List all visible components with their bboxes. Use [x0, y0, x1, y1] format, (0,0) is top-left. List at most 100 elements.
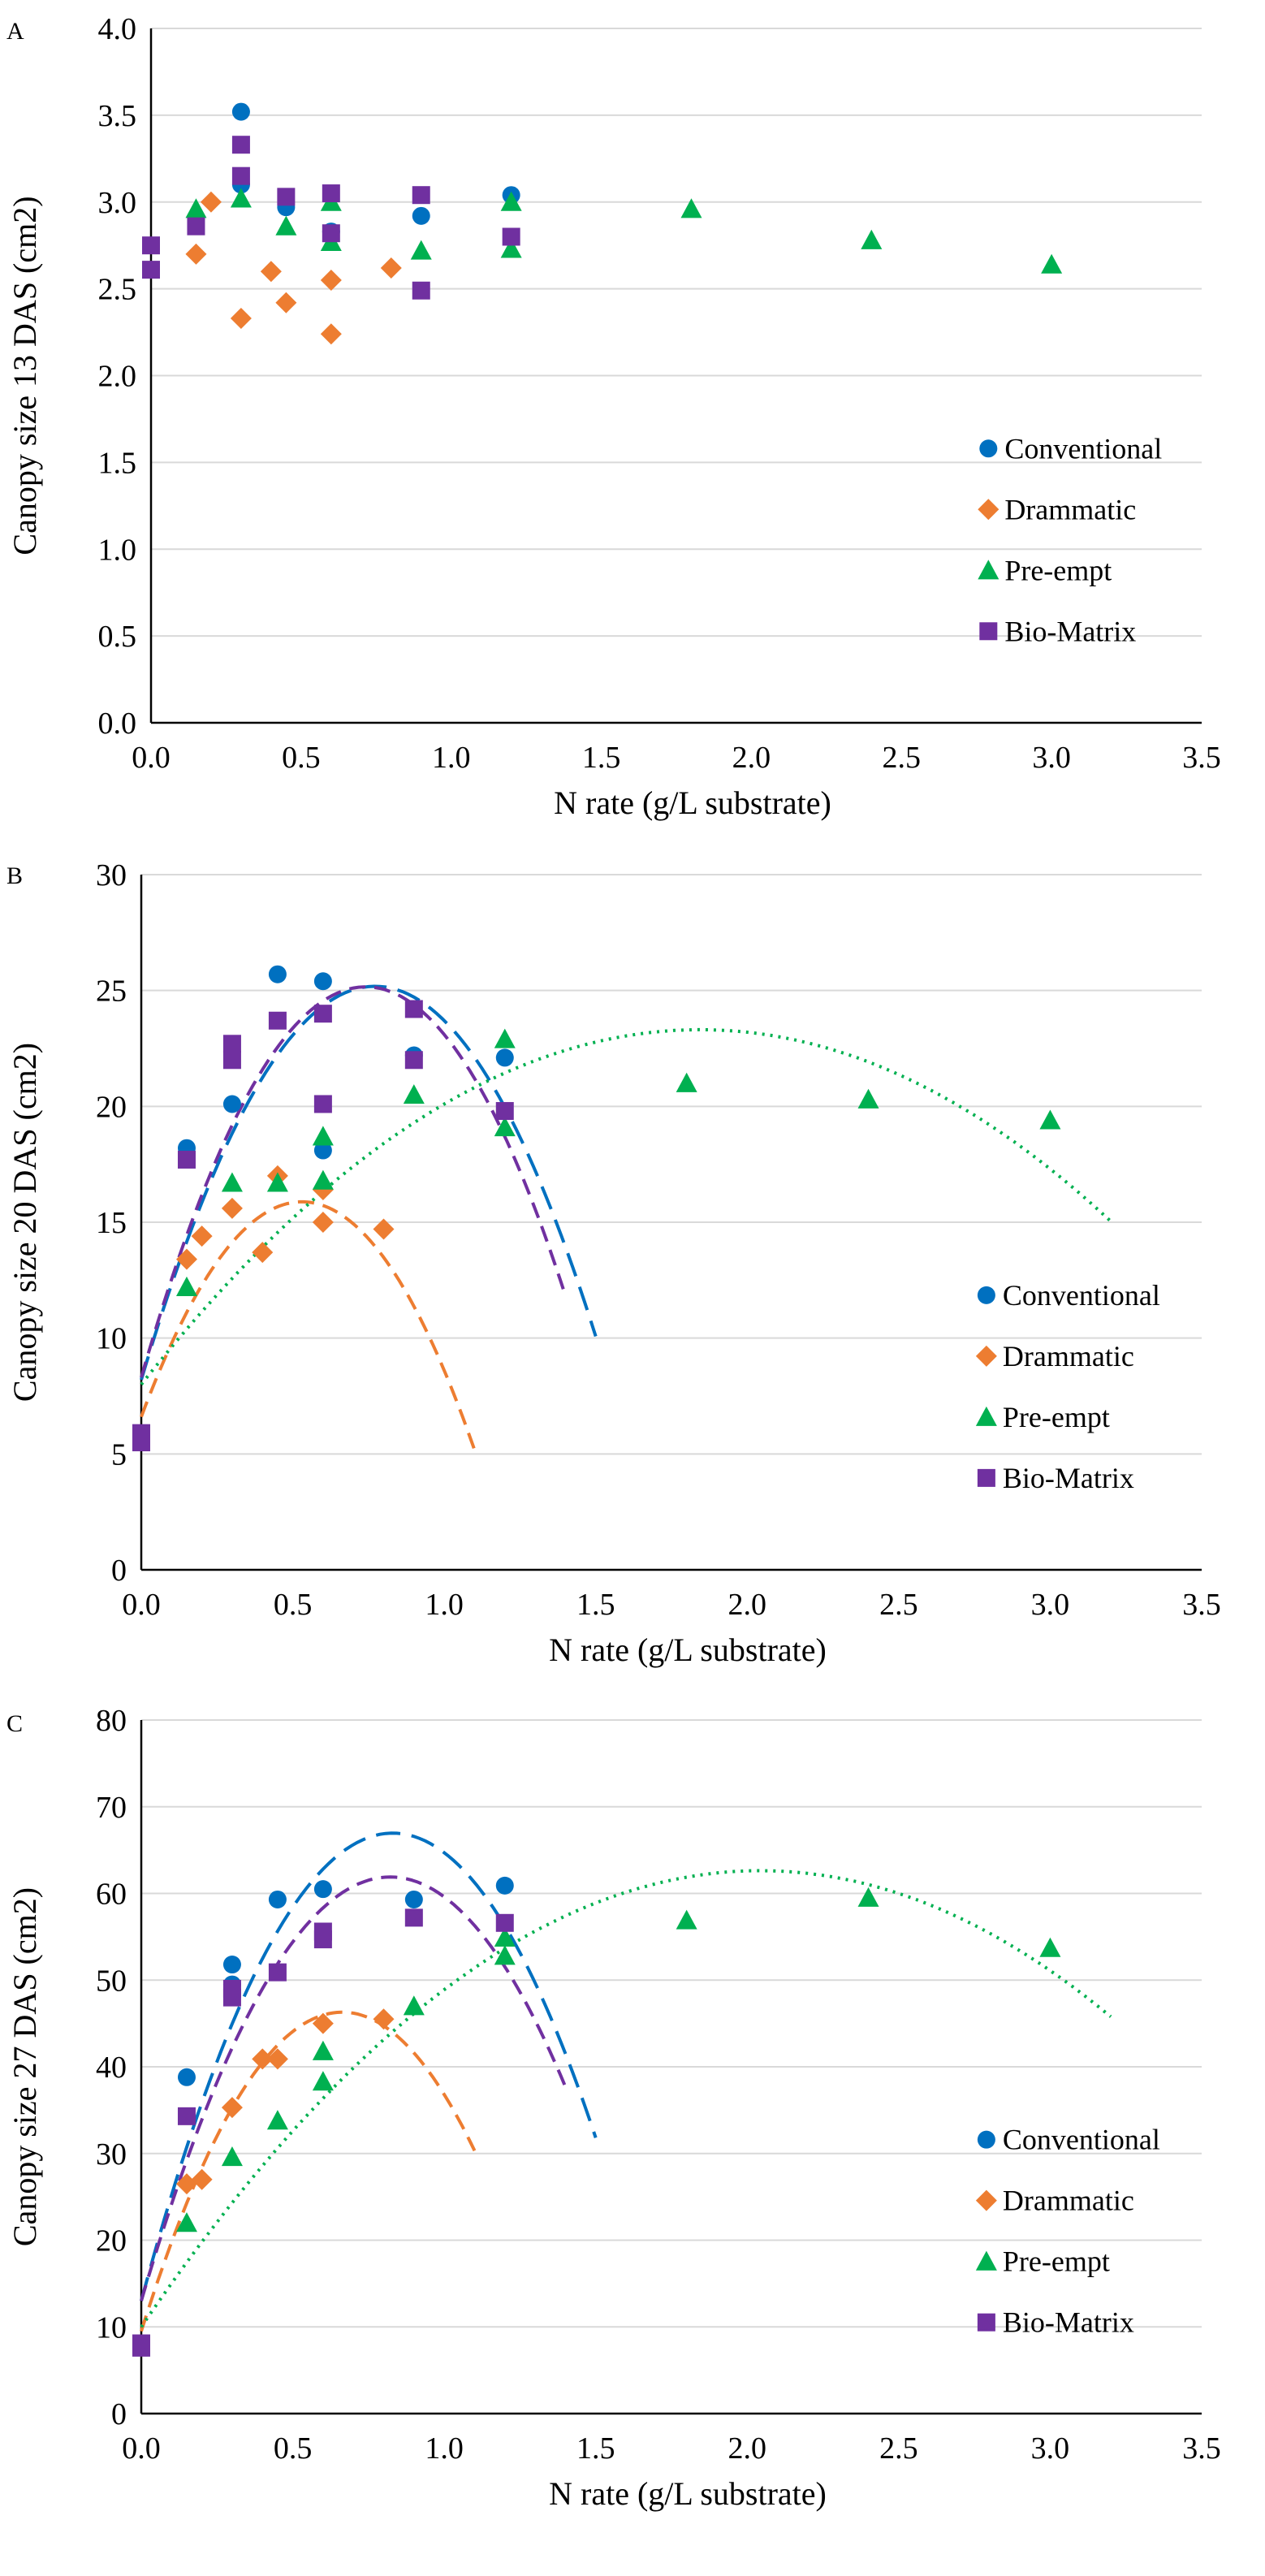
x-tick-label: 3.0: [1031, 2431, 1070, 2466]
x-tick-label: 1.5: [576, 2431, 615, 2466]
data-point-drammatic: [221, 2097, 243, 2119]
data-point-conventional: [495, 1048, 514, 1067]
data-point-bio-matrix: [231, 166, 250, 185]
y-axis-title: Canopy size 27 DAS (cm2): [6, 1887, 43, 2246]
legend-item[interactable]: Bio-Matrix: [977, 2306, 1134, 2339]
data-point-pre-empt: [312, 1126, 334, 1146]
data-point-bio-matrix: [404, 1051, 423, 1070]
legend-label: Conventional: [1004, 432, 1162, 465]
y-tick-label: 80: [96, 1704, 127, 1738]
data-point-conventional: [495, 1876, 514, 1895]
data-point-bio-matrix: [322, 224, 340, 243]
y-tick-label: 70: [96, 1791, 127, 1825]
panel-a: A 0.0 0.5 1.0 1.5 2.0 2.5 3.0 3.5 4.0 0.0 0.5 1.0 1.5…: [6, 12, 1221, 821]
data-point-bio-matrix: [313, 1095, 332, 1113]
x-tick-label: 3.0: [1031, 1588, 1070, 1622]
legend-item[interactable]: Drammatic: [978, 493, 1136, 525]
data-point-pre-empt: [230, 188, 252, 208]
y-tick-label: 5: [111, 1437, 127, 1472]
x-tick-label: 2.5: [879, 1588, 918, 1622]
data-point-pre-empt: [410, 240, 432, 260]
data-point-pre-empt: [494, 1028, 516, 1048]
legend-marker: [979, 622, 998, 641]
data-point-pre-empt: [1039, 1109, 1061, 1130]
legend-item[interactable]: Drammatic: [975, 1340, 1134, 1372]
data-point-pre-empt: [266, 1172, 288, 1192]
legend-item[interactable]: Pre-empt: [978, 554, 1112, 586]
y-tick-label: 50: [96, 1964, 127, 1998]
data-point-drammatic: [373, 1218, 395, 1240]
y-tick-label: 10: [96, 2310, 127, 2345]
data-point-bio-matrix: [404, 1000, 423, 1018]
data-point-bio-matrix: [177, 1150, 196, 1169]
data-point-drammatic: [191, 2168, 213, 2190]
data-point-bio-matrix: [495, 1102, 514, 1121]
y-tick-label: 1.5: [98, 446, 137, 480]
y-tick-label: 0.0: [98, 707, 137, 741]
data-point-drammatic: [380, 257, 402, 279]
data-point-bio-matrix: [268, 1963, 287, 1982]
data-point-conventional: [177, 2068, 196, 2086]
data-point-conventional: [222, 1095, 241, 1113]
x-tick-label: 3.5: [1182, 1588, 1221, 1622]
data-point-conventional: [268, 965, 287, 983]
legend-label: Drammatic: [1003, 1340, 1134, 1372]
data-point-bio-matrix: [322, 184, 340, 203]
data-point-pre-empt: [221, 1172, 243, 1192]
legend-marker: [975, 1406, 997, 1426]
legend-item[interactable]: Conventional: [977, 1279, 1160, 1312]
legend-item[interactable]: Bio-Matrix: [979, 615, 1136, 647]
data-point-pre-empt: [676, 1072, 697, 1092]
x-axis-title: N rate (g/L substrate): [554, 784, 831, 821]
data-point-drammatic: [260, 261, 282, 283]
x-tick-label: 1.0: [425, 1588, 464, 1622]
fit-curve-drammatic: [140, 2010, 477, 2332]
x-tick-label: 1.5: [582, 741, 621, 775]
data-point-bio-matrix: [277, 188, 296, 206]
legend-marker: [975, 2189, 997, 2211]
data-point-drammatic: [252, 1242, 274, 1264]
legend-item[interactable]: Bio-Matrix: [977, 1462, 1134, 1494]
data-point-conventional: [412, 206, 430, 225]
legend-label: Pre-empt: [1004, 554, 1112, 586]
legend-label: Conventional: [1003, 2124, 1160, 2156]
data-point-bio-matrix: [187, 217, 205, 236]
data-point-drammatic: [320, 323, 342, 345]
data-point-bio-matrix: [142, 261, 160, 279]
legend-item[interactable]: Pre-empt: [975, 1401, 1110, 1433]
data-point-drammatic: [320, 269, 342, 291]
legend-label: Pre-empt: [1003, 1401, 1110, 1433]
x-tick-label: 0.5: [274, 1588, 313, 1622]
data-point-bio-matrix: [404, 1908, 423, 1927]
x-tick-label: 2.5: [883, 741, 922, 775]
data-point-drammatic: [185, 243, 207, 265]
x-tick-label: 1.5: [576, 1588, 615, 1622]
data-point-bio-matrix: [313, 1930, 332, 1949]
data-point-pre-empt: [403, 1084, 425, 1104]
data-point-bio-matrix: [142, 236, 160, 255]
data-point-bio-matrix: [177, 2107, 196, 2125]
legend-item[interactable]: Conventional: [979, 432, 1162, 465]
fit-curve-conventional: [140, 984, 598, 1381]
fit-curve-pre-empt: [140, 1869, 1112, 2328]
legend-item[interactable]: Pre-empt: [975, 2245, 1110, 2278]
x-tick-label: 2.0: [728, 2431, 767, 2466]
y-tick-label: 25: [96, 975, 127, 1009]
legend-item[interactable]: Conventional: [977, 2124, 1160, 2156]
fit-curve-drammatic: [140, 1199, 477, 1451]
legend-marker: [977, 2313, 995, 2332]
data-point-pre-empt: [500, 191, 522, 211]
legend-item[interactable]: Drammatic: [975, 2185, 1134, 2217]
data-point-pre-empt: [861, 229, 883, 249]
x-tick-label: 3.5: [1182, 2431, 1221, 2466]
data-point-bio-matrix: [495, 1913, 514, 1932]
data-point-pre-empt: [680, 198, 702, 218]
data-point-pre-empt: [676, 1909, 697, 1930]
data-point-pre-empt: [403, 1995, 425, 2016]
panel-letter: C: [6, 1710, 23, 1737]
data-point-drammatic: [175, 1248, 197, 1270]
legend-marker: [975, 1345, 997, 1367]
data-point-bio-matrix: [222, 1035, 241, 1053]
data-point-drammatic: [252, 2048, 274, 2070]
